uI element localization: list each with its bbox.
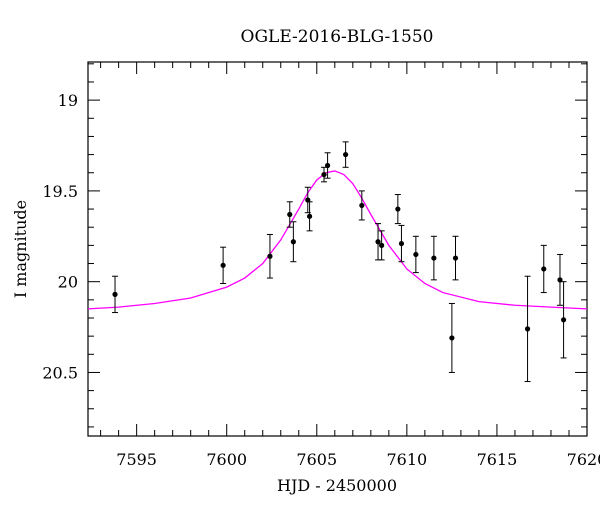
plot-frame [87,61,588,437]
x-tick-label: 7605 [296,450,337,469]
axis-ticks [88,62,588,436]
data-marker [449,335,455,341]
data-marker [306,213,313,219]
data-point [556,253,563,306]
x-tick-labels: 7595 7600 7605 7610 7615 7620 [116,450,600,469]
data-marker [267,253,273,259]
y-tick-label: 20.5 [42,363,78,382]
data-point [448,302,455,373]
data-point [320,166,327,183]
data-marker [452,255,459,261]
x-tick-label: 7600 [206,450,247,469]
data-point [342,141,349,168]
data-marker [305,197,311,203]
data-point [524,275,531,383]
y-tick-label: 20 [58,273,78,292]
data-point [266,233,273,279]
data-marker [379,242,385,248]
data-point [286,201,293,228]
data-marker [343,151,349,158]
data-marker [375,239,381,245]
data-point [378,230,385,261]
data-point [412,235,419,274]
y-tick-label: 19.5 [42,182,78,201]
y-tick-label: 19 [58,91,78,110]
data-marker [287,211,293,218]
data-marker [220,262,226,268]
x-tick-label: 7615 [477,450,518,469]
chart-title: OGLE-2016-BLG-1550 [241,27,434,47]
data-marker [359,202,365,209]
data-point [220,246,227,284]
data-marker [321,171,327,178]
data-point [375,223,382,261]
data-marker [560,317,567,323]
data-marker [541,266,547,272]
x-tick-label: 7610 [386,450,427,469]
data-point [430,235,437,281]
data-marker [324,162,331,169]
x-tick-label: 7620 [567,450,600,469]
y-axis-label: I magnitude [11,200,30,298]
data-marker [524,326,531,332]
data-points [112,141,567,383]
data-point [560,281,567,359]
data-point [290,221,297,263]
data-marker [431,255,437,261]
data-point [452,235,459,281]
model-fit-curve [87,170,588,310]
data-marker [290,239,296,245]
data-point [304,186,311,214]
y-tick-labels: 19 19.5 20 20.5 [42,91,78,382]
data-marker [557,277,563,283]
data-marker [413,251,419,258]
data-marker [395,206,401,212]
data-point [324,152,331,179]
data-point [306,201,313,232]
data-point [112,275,119,314]
x-tick-label: 7595 [116,450,157,469]
data-point [540,244,547,294]
data-marker [112,291,118,297]
data-point [358,190,365,221]
x-axis-label: HJD - 2450000 [277,476,397,495]
data-marker [398,240,405,247]
data-point [398,224,405,263]
data-point [394,194,401,225]
